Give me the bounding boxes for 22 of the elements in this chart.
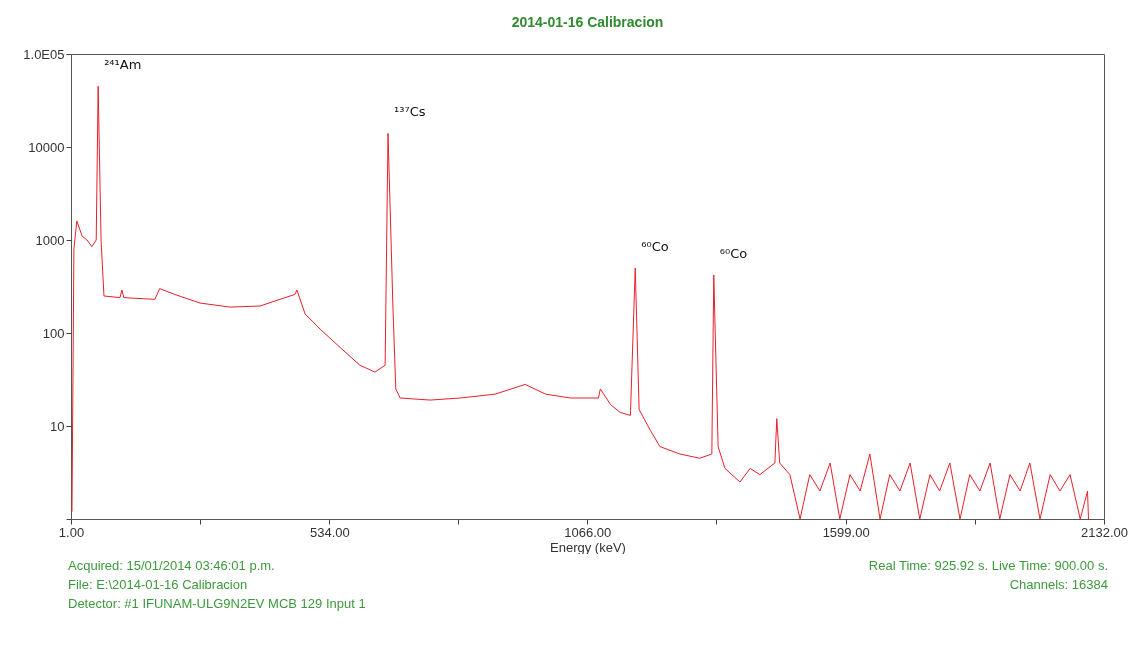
line-series [71, 85, 1089, 520]
y-tick-label: 1000 [35, 232, 65, 248]
x-tick-label: 1599.00 [822, 524, 870, 540]
y-tick-label: 10 [50, 418, 65, 434]
text: Channels: 16384 [1008, 576, 1108, 594]
y-tick-label: 1.0E05 [23, 46, 65, 62]
x-tick-label: 2132.00 [1081, 524, 1128, 540]
chart-title: 2014-01-16 Calibracion [511, 14, 664, 30]
annotation: ²⁴¹Am [104, 57, 142, 73]
text: Real Time: 925.92 s. Live Time: 900.00 s. [867, 557, 1108, 575]
text: Detector: #1 IFUNAM-ULG9N2EV MCB 129 Input 1 [68, 595, 367, 613]
x-tick-label: 534.00 [309, 524, 350, 540]
annotation: ⁶⁰Co [641, 239, 669, 254]
y-tick-label: 100 [42, 325, 65, 341]
text: Acquired: 15/01/2014 03:46:01 p.m. [68, 557, 276, 575]
text: File: E:\2014-01-16 Calibracion [68, 576, 249, 594]
x-axis-title: Energy (keV) [550, 539, 626, 555]
x-tick-label: 1.00 [58, 524, 85, 540]
annotation: ¹³⁷Cs [394, 104, 426, 120]
x-tick-label: 1066.00 [564, 524, 612, 540]
annotation: ⁶⁰Co [719, 246, 748, 262]
y-tick-label: 10000 [28, 139, 65, 155]
